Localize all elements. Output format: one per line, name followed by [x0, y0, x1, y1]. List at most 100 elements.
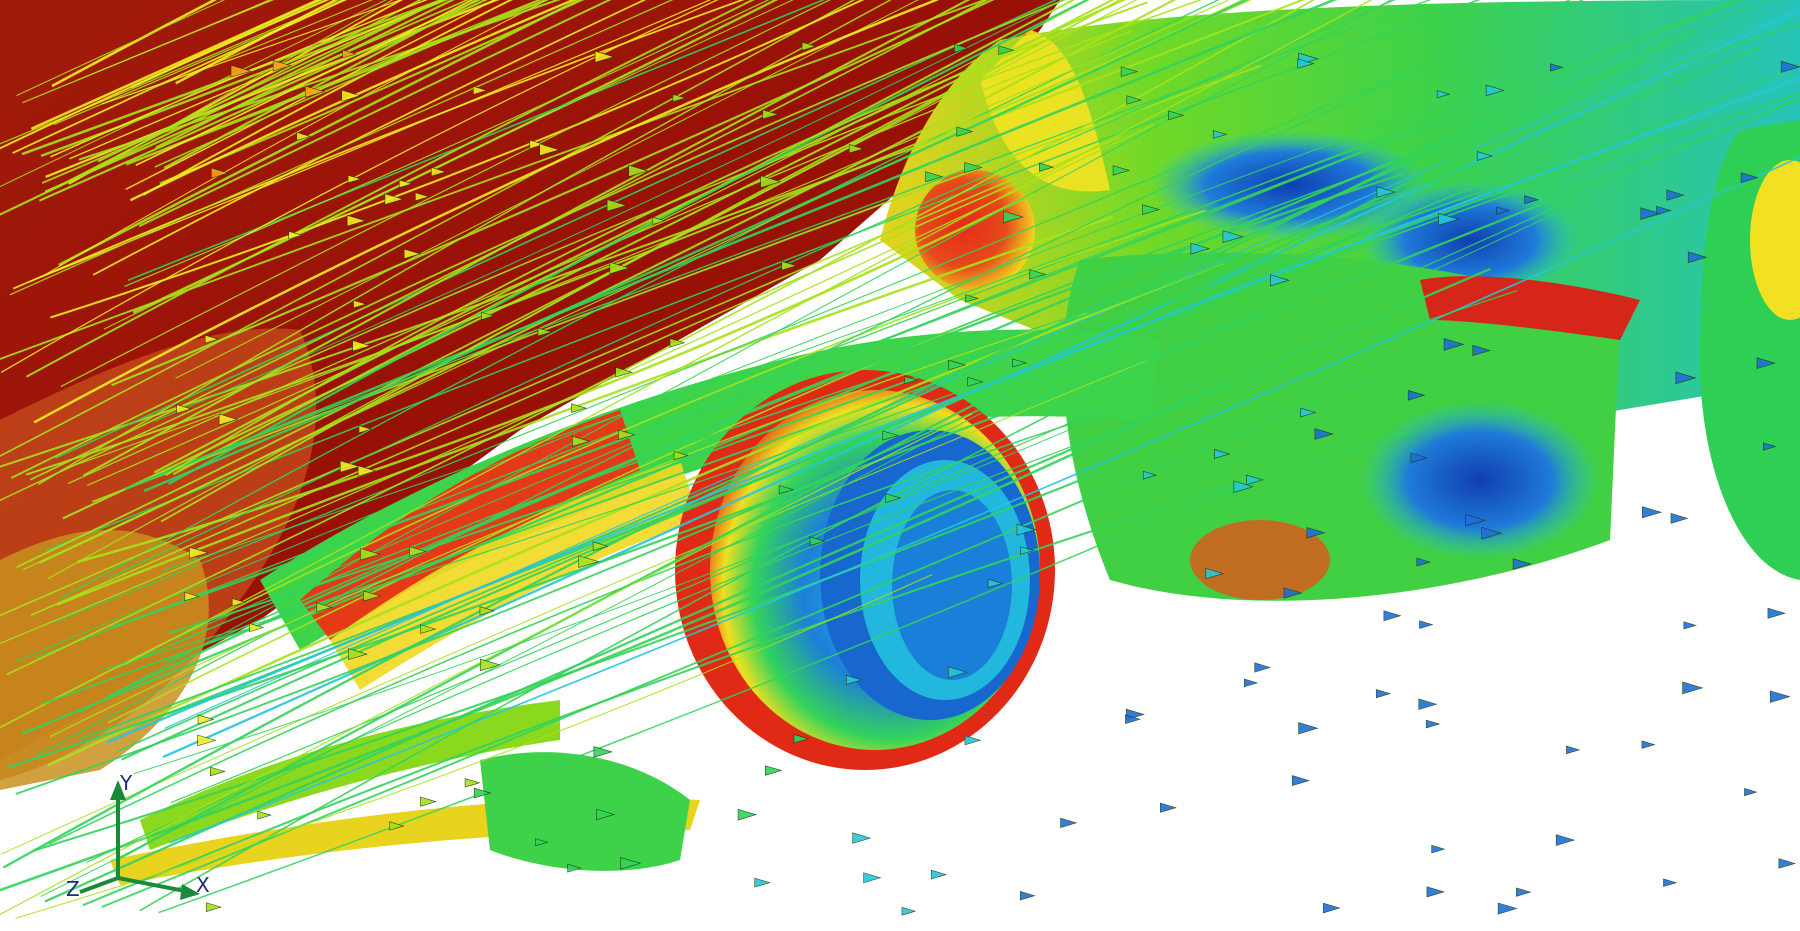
streamline-arrow: [1190, 242, 1211, 255]
streamline-arrow: [1126, 95, 1143, 105]
streamline-arrow: [1663, 878, 1678, 887]
streamline: [45, 0, 1481, 552]
streamline-arrow: [571, 403, 587, 413]
streamline-arrow: [341, 89, 362, 102]
streamline-arrow: [358, 425, 373, 434]
streamline-arrow: [618, 429, 636, 440]
streamline-arrow: [1476, 151, 1493, 161]
streamline-arrow: [1020, 891, 1036, 901]
streamline-arrow: [882, 430, 899, 441]
streamline-arrow: [578, 555, 600, 568]
streamline-arrow: [620, 857, 642, 870]
streamline-arrow: [210, 167, 230, 179]
streamline-arrow: [1410, 452, 1429, 464]
streamline-arrow: [1524, 195, 1539, 205]
streamline-arrow: [1419, 620, 1434, 629]
streamline-arrow: [1283, 587, 1303, 599]
streamline-arrow: [1744, 788, 1758, 797]
streamline: [0, 360, 1147, 855]
streamline: [154, 0, 1065, 422]
streamline-arrow: [1550, 63, 1564, 72]
streamline-arrow: [1682, 681, 1704, 695]
streamline: [69, 0, 447, 160]
streamline: [108, 0, 1396, 579]
streamline-arrow: [537, 327, 553, 337]
streamline-arrow: [304, 85, 326, 98]
streamline: [92, 0, 647, 276]
streamline-arrow: [398, 179, 414, 189]
streamline-arrow: [296, 131, 312, 141]
streamline: [106, 77, 1800, 744]
streamline-arrow: [846, 674, 863, 685]
streamline-arrow: [1254, 662, 1272, 673]
streamline: [38, 0, 549, 279]
streamline-arrow: [1666, 189, 1685, 201]
streamline: [165, 1, 1148, 477]
streamline: [168, 0, 1090, 486]
streamline-arrow: [1472, 344, 1491, 356]
streamline-arrow: [1314, 428, 1334, 440]
streamline: [172, 0, 1075, 476]
streamline-arrow: [967, 376, 984, 387]
streamline: [49, 312, 1087, 738]
streamline-arrow: [737, 808, 758, 821]
streamline-arrow: [539, 143, 561, 157]
streamline-arrow: [954, 43, 969, 53]
streamline-arrow: [1112, 165, 1131, 176]
streamline-arrow: [272, 59, 292, 72]
streamline-arrow: [1425, 719, 1441, 729]
streamline-arrow: [1322, 902, 1341, 914]
streamline-arrow: [1142, 470, 1158, 480]
streamline-arrow: [1039, 162, 1055, 172]
streamline-arrow: [1656, 205, 1672, 216]
streamline-arrow: [652, 216, 666, 225]
streamline-arrow: [1270, 274, 1290, 287]
streamline-arrow: [420, 796, 437, 807]
streamline: [38, 0, 488, 202]
streamline-arrow: [987, 578, 1004, 588]
streamline-arrow: [965, 294, 979, 303]
streamline-arrow: [801, 41, 817, 51]
streamline-arrow: [353, 299, 368, 309]
streamline: [0, 0, 387, 188]
streamline-arrow: [848, 144, 865, 154]
streamline: [15, 574, 933, 919]
streamline-arrow: [189, 546, 210, 559]
streamline-arrow: [205, 902, 222, 912]
streamline-arrow: [357, 465, 377, 477]
streamline-arrow: [931, 869, 948, 880]
streamline-arrow: [1566, 745, 1581, 755]
streamline-arrow: [1438, 212, 1460, 226]
streamline-arrow: [1120, 66, 1139, 77]
x-axis-arrowhead: [180, 884, 200, 900]
streamline: [162, 9, 1800, 759]
streamline-arrow: [389, 821, 405, 831]
streamline-arrow: [431, 167, 447, 177]
streamline: [0, 0, 444, 216]
streamline-arrow: [1125, 714, 1141, 724]
streamline: [15, 224, 1375, 795]
streamline: [142, 0, 513, 196]
streamline-arrow: [257, 810, 272, 820]
streamline-arrow: [572, 435, 591, 447]
streamline-arrow: [1465, 514, 1486, 527]
streamline: [82, 0, 971, 477]
streamline-arrow: [346, 214, 367, 227]
streamline-arrow: [352, 340, 372, 352]
streamline: [44, 0, 482, 193]
streamline-arrow: [1516, 887, 1532, 897]
streamline: [154, 0, 542, 168]
streamline-arrow: [1436, 90, 1451, 99]
streamline-arrow: [363, 590, 382, 602]
streamline-arrow: [197, 734, 217, 747]
streamline: [40, 36, 1674, 897]
streamline-arrow: [754, 877, 771, 888]
streamline: [0, 0, 343, 145]
streamline: [129, 0, 577, 202]
streamline: [91, 64, 1261, 503]
streamline-arrow: [672, 93, 687, 103]
streamline: [133, 194, 1595, 775]
streamline-arrow: [1029, 269, 1047, 280]
